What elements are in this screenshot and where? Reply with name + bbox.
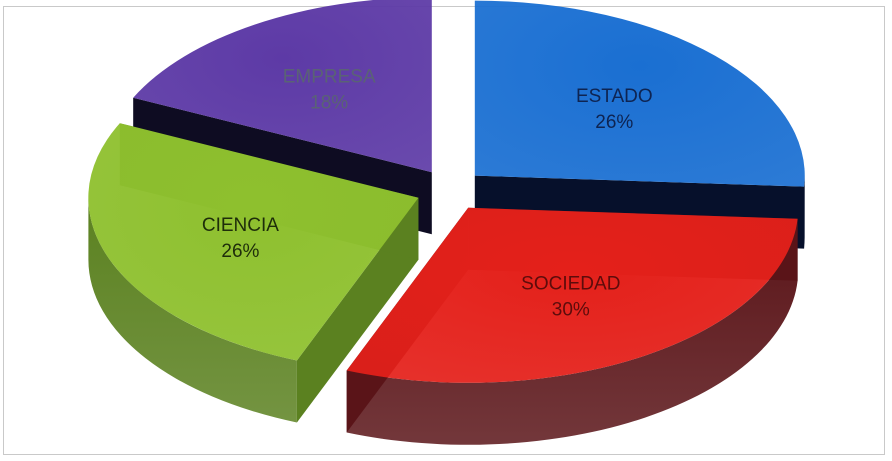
slice-top-empresa xyxy=(133,0,432,173)
slice-top-ciencia xyxy=(88,123,419,361)
slice-ciencia xyxy=(88,123,419,423)
slice-value-sociedad: 30% xyxy=(552,300,590,321)
slice-label-estado: ESTADO xyxy=(576,86,653,107)
slice-value-ciencia: 26% xyxy=(221,241,259,262)
slice-sociedad xyxy=(346,207,798,445)
slice-side-sociedad-0 xyxy=(346,218,798,445)
slice-label-sociedad: SOCIEDAD xyxy=(521,274,620,295)
slice-wall-ciencia-0 xyxy=(296,197,419,423)
slice-side-estado-0 xyxy=(804,175,805,249)
slice-label-ciencia: CIENCIA xyxy=(202,215,279,236)
slice-label-empresa: EMPRESA xyxy=(283,67,376,88)
slice-side-ciencia-0 xyxy=(88,197,297,423)
slice-top-sociedad xyxy=(346,207,798,383)
slice-value-empresa: 18% xyxy=(310,93,348,114)
slice-top-estado xyxy=(474,0,805,187)
slice-value-estado: 26% xyxy=(595,112,633,133)
